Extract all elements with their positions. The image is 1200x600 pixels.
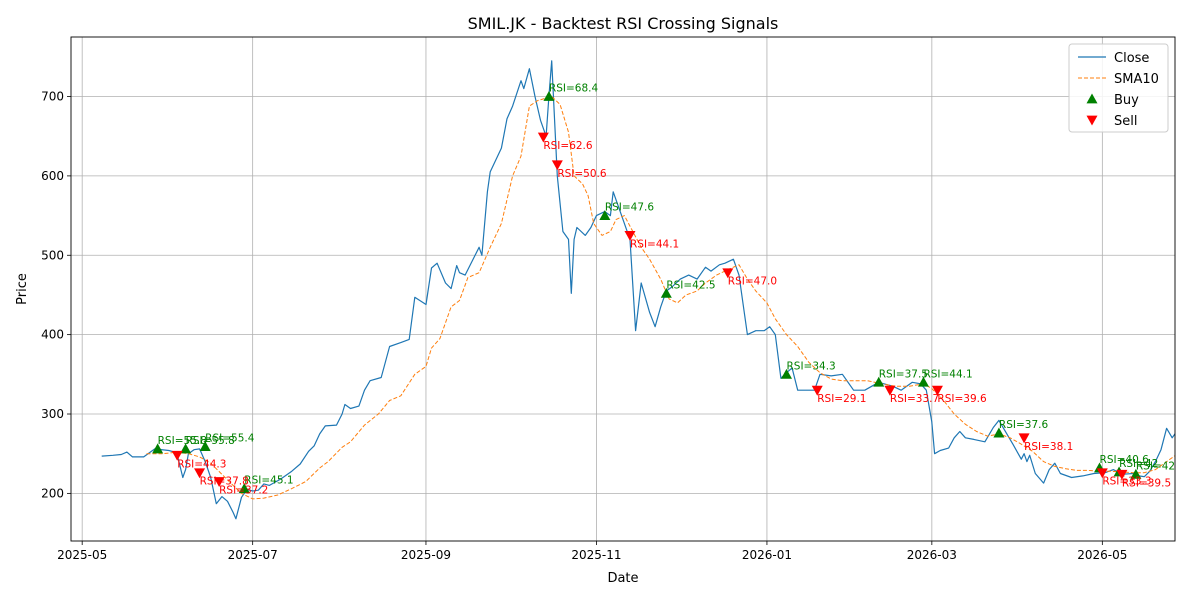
y-tick-label: 700 (41, 90, 64, 104)
buy-marker (238, 483, 250, 494)
buy-marker (180, 443, 192, 454)
buy-marker (781, 368, 793, 379)
series-line-sma10 (146, 96, 1175, 500)
buy-annotation: RSI=55.8 (158, 435, 207, 447)
y-tick-label: 600 (41, 169, 64, 183)
buy-marker (993, 427, 1005, 438)
x-tick-label: 2025-11 (571, 548, 621, 562)
legend-entry-sell-label: Sell (1114, 114, 1137, 129)
sell-annotation: RSI=39.6 (937, 393, 987, 405)
buy-marker (873, 376, 885, 387)
x-tick-label: 2025-07 (228, 548, 278, 562)
sell-annotation: RSI=44.3 (177, 458, 226, 470)
y-tick-label: 200 (41, 486, 64, 500)
buy-annotation: RSI=37.6 (999, 419, 1049, 431)
legend-entry-buy-label: Buy (1114, 93, 1139, 108)
sell-marker (624, 231, 636, 241)
buy-annotation: RSI=47.6 (605, 202, 655, 214)
buy-annotation: RSI=37.5 (879, 368, 928, 380)
y-tick-label: 300 (41, 407, 64, 421)
sell-marker (1096, 468, 1108, 479)
grid (71, 37, 1175, 541)
x-tick-label: 2025-09 (401, 548, 451, 562)
y-tick-label: 500 (41, 248, 64, 262)
buy-marker (660, 287, 672, 298)
buy-annotation: RSI=42.0 (1136, 460, 1185, 472)
sell-marker (931, 385, 943, 396)
buy-annotation: RSI=45.1 (244, 475, 293, 487)
buy-marker (1130, 468, 1142, 479)
buy-marker (199, 441, 211, 451)
sell-marker (722, 268, 734, 279)
sell-annotation: RSI=62.6 (543, 140, 593, 152)
series-line-close (101, 60, 1175, 520)
buy-annotation: RSI=34.3 (787, 360, 836, 372)
legend-entry-sma10-label: SMA10 (1114, 72, 1159, 87)
sell-marker (1116, 469, 1128, 480)
sell-marker (194, 468, 206, 479)
sell-marker (171, 450, 183, 461)
buy-annotation: RSI=42.5 (666, 279, 715, 291)
chart-title: SMIL.JK - Backtest RSI Crossing Signals (468, 14, 779, 33)
x-tick-label: 2026-01 (742, 548, 792, 562)
buy-marker (917, 376, 929, 387)
legend-entry-buy-swatch (1086, 93, 1098, 104)
buy-annotation: RSI=44.1 (923, 368, 972, 380)
sell-annotation: RSI=33.3 (1102, 476, 1151, 488)
sell-marker (811, 385, 823, 396)
buy-annotation: RSI=55.8 (186, 435, 235, 447)
buy-marker (599, 210, 611, 220)
sell-annotation: RSI=29.1 (817, 393, 866, 405)
sell-marker (884, 385, 896, 396)
sell-annotation: RSI=39.5 (1122, 477, 1171, 489)
buy-annotation: RSI=68.4 (549, 83, 599, 95)
plot-frame (70, 36, 1176, 542)
legend: Close SMA10 Buy Sell (1068, 43, 1169, 133)
sell-annotation: RSI=37.8 (200, 476, 249, 488)
sell-marker (537, 132, 549, 143)
sell-marker (1186, 441, 1197, 451)
y-tick-label: 400 (41, 328, 64, 342)
buy-marker (152, 443, 164, 454)
x-tick-label: 2026-05 (1077, 548, 1127, 562)
sell-marker (213, 477, 225, 487)
buy-marker (543, 91, 555, 101)
legend-entry-close-label: Close (1114, 51, 1149, 66)
sell-annotation: RSI=50.6 (557, 168, 607, 180)
y-axis-label: Price (15, 273, 30, 305)
axis-ticks: 2025-05 2025-07 2025-09 2025-11 2026-01 2026-… (41, 36, 1176, 562)
sell-annotation: RSI=51.3 (1192, 449, 1200, 461)
legend-entry-sell-swatch (1086, 115, 1098, 126)
x-tick-label: 2026-03 (907, 548, 957, 562)
legend-box (1068, 43, 1169, 133)
sell-annotation: RSI=33.7 (890, 393, 939, 405)
x-axis-label: Date (607, 571, 638, 586)
buy-annotation: RSI=55.4 (205, 433, 255, 445)
sell-annotation: RSI=44.1 (630, 238, 679, 250)
sell-annotation: RSI=37.2 (219, 484, 268, 496)
buy-annotation: RSI=40.6 (1100, 454, 1150, 466)
buy-annotation: RSI=42 (1119, 458, 1158, 470)
sell-annotation: RSI=47.0 (728, 276, 777, 288)
x-tick-label: 2025-05 (57, 548, 107, 562)
sell-marker (551, 160, 563, 171)
sell-marker (1018, 433, 1030, 444)
sell-annotation: RSI=38.1 (1024, 441, 1073, 453)
